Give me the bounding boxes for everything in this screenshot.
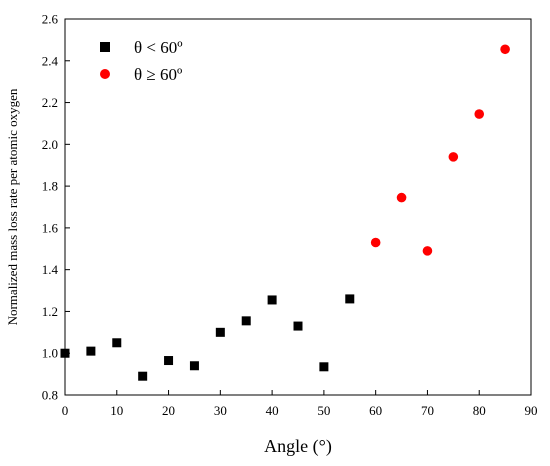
data-point-series-2 — [474, 109, 485, 119]
y-tick-label: 1.6 — [42, 220, 59, 235]
data-point-series-1 — [189, 361, 199, 371]
x-tick-label: 70 — [421, 403, 434, 418]
x-tick-label: 20 — [162, 403, 175, 418]
y-tick-label: 2.2 — [42, 95, 58, 110]
x-tick-label: 10 — [110, 403, 123, 418]
plot-area: 0 10 20 30 40 50 60 70 80 90 0.8 1.0 1.2 1.4 1.6 1.8 2.0… — [42, 12, 538, 419]
data-point-series-2 — [448, 152, 459, 162]
x-tick-label: 0 — [62, 403, 69, 418]
data-point-series-1 — [215, 327, 225, 337]
plot-frame — [64, 18, 532, 396]
data-point-series-2 — [396, 192, 407, 203]
data-point-series-1 — [86, 346, 96, 356]
y-tick-label: 1.2 — [42, 304, 58, 319]
data-point-series-1 — [241, 316, 251, 326]
legend-label-series-2: θ ≥ 60º — [134, 65, 182, 84]
legend: θ < 60º θ ≥ 60º — [100, 38, 183, 84]
data-point-series-1 — [267, 295, 277, 305]
x-tick-label: 40 — [266, 403, 279, 418]
data-point-series-2 — [500, 44, 510, 55]
y-axis-title: Normalized mass loss rate per atomic oxy… — [5, 88, 20, 325]
legend-label-series-1: θ < 60º — [134, 38, 183, 57]
y-tick-label: 2.6 — [42, 12, 59, 27]
data-point-series-2 — [422, 246, 433, 256]
x-axis-title: Angle (°) — [264, 436, 332, 457]
y-tick-label: 1.8 — [42, 179, 58, 194]
x-tick-label: 50 — [317, 403, 330, 418]
data-point-series-1 — [138, 371, 148, 381]
data-point-series-1 — [293, 321, 303, 331]
y-tick-label: 2.4 — [42, 53, 59, 68]
x-tick-label: 60 — [369, 403, 382, 418]
y-tick-label: 2.0 — [42, 137, 58, 152]
x-tick-label: 30 — [214, 403, 227, 418]
x-tick-label: 80 — [473, 403, 486, 418]
y-tick-label: 1.0 — [42, 346, 58, 361]
x-tick-label: 90 — [525, 403, 538, 418]
data-point-series-1 — [345, 294, 355, 304]
data-point-series-1 — [319, 362, 329, 372]
data-point-series-1 — [112, 338, 122, 348]
y-tick-label: 0.8 — [42, 388, 58, 403]
legend-marker-square — [100, 42, 110, 52]
data-point-series-1 — [164, 356, 174, 366]
legend-marker-circle — [100, 69, 110, 79]
y-tick-label: 1.4 — [42, 262, 59, 277]
data-point-series-2 — [370, 237, 381, 248]
data-point-series-1 — [60, 348, 70, 358]
